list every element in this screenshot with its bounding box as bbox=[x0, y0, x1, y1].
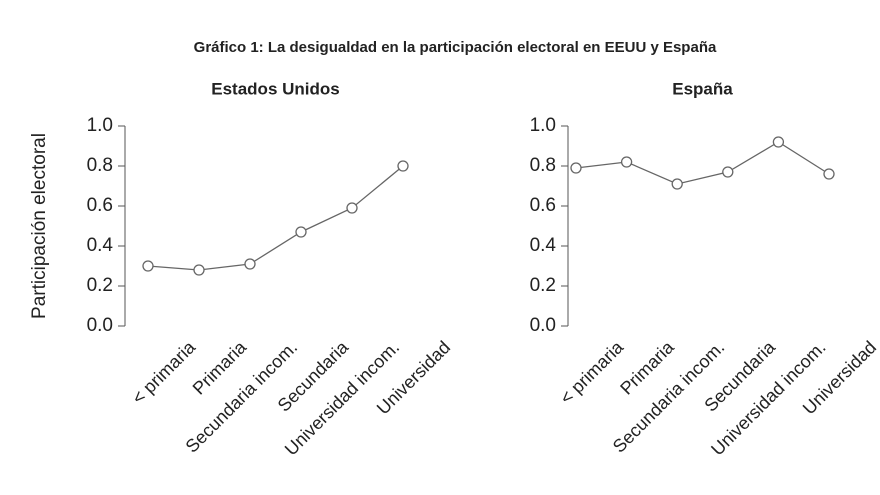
point bbox=[397, 160, 409, 172]
point bbox=[295, 226, 307, 238]
chart-title: Estados Unidos bbox=[211, 79, 339, 98]
y-tick-label: 0.4 bbox=[87, 235, 114, 256]
y-tick-label: 0.2 bbox=[87, 275, 113, 296]
y-tick-label: 0.4 bbox=[530, 235, 557, 256]
y-tick-label: 1.0 bbox=[530, 115, 556, 136]
point bbox=[620, 156, 633, 168]
page-title: Gráfico 1: La desigualdad en la particip… bbox=[194, 39, 717, 56]
point bbox=[142, 260, 154, 272]
line bbox=[147, 165, 404, 271]
x-tick-label: < primaria bbox=[128, 336, 200, 408]
point bbox=[244, 258, 256, 270]
line bbox=[575, 141, 830, 185]
point bbox=[570, 162, 582, 174]
y-tick-label: 0.8 bbox=[530, 155, 556, 176]
y-tick-label: 0.0 bbox=[530, 315, 556, 336]
y-tick-label: 0.2 bbox=[530, 275, 556, 296]
y-tick-label: 1.0 bbox=[87, 115, 113, 136]
y-tick-label: 0.0 bbox=[87, 315, 113, 336]
chart-title: España bbox=[672, 79, 733, 98]
x-tick-label: < primaria bbox=[556, 336, 628, 408]
y-axis-label: Participación electoral bbox=[29, 133, 50, 319]
y-tick-label: 0.6 bbox=[530, 195, 556, 216]
point bbox=[193, 264, 205, 276]
point bbox=[772, 136, 785, 148]
point bbox=[722, 166, 734, 178]
y-tick-label: 0.8 bbox=[87, 155, 113, 176]
point bbox=[671, 178, 683, 190]
point bbox=[823, 168, 835, 180]
point bbox=[346, 202, 358, 214]
y-tick-label: 0.6 bbox=[87, 195, 113, 216]
